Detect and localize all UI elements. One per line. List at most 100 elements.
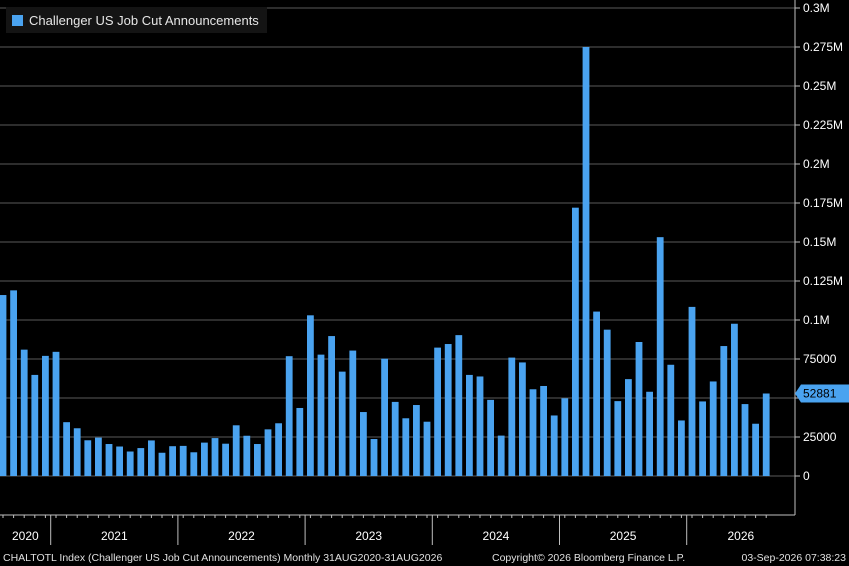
bar (211, 438, 219, 476)
bar (264, 429, 272, 476)
bar (232, 425, 240, 476)
x-year-label: 2021 (101, 529, 128, 543)
y-tick-label: 75000 (803, 352, 837, 366)
y-tick-label: 0.3M (803, 1, 830, 15)
legend-swatch (12, 14, 23, 26)
bar (338, 371, 346, 476)
y-tick-label: 0.1M (803, 313, 830, 327)
bar (487, 399, 494, 476)
x-year-label: 2023 (355, 529, 382, 543)
bar (731, 323, 738, 476)
last-value-label: 52881 (803, 387, 837, 401)
bar (455, 335, 463, 476)
bar (656, 237, 664, 476)
bar (95, 437, 102, 476)
bar (52, 351, 60, 476)
x-year-label: 2026 (727, 529, 754, 543)
bar (360, 412, 367, 476)
bar (275, 423, 282, 476)
bar (572, 207, 579, 476)
footer-copyright: Copyright© 2026 Bloomberg Finance L.P. (492, 551, 686, 564)
bar (126, 451, 134, 476)
y-tick-label: 0.275M (803, 40, 843, 54)
bar (434, 347, 441, 476)
footer-timestamp: 03-Sep-2026 07:38:23 (741, 551, 846, 564)
x-year-label: 2020 (12, 529, 39, 543)
bar (381, 358, 388, 476)
bar (296, 407, 304, 476)
bar (10, 290, 17, 476)
bar (328, 336, 335, 476)
y-tick-label: 25000 (803, 430, 837, 444)
gridlines (0, 7, 795, 477)
bar (614, 401, 622, 476)
last-value-badge: 52881 (795, 384, 849, 403)
bar (137, 448, 145, 476)
bar (466, 374, 473, 476)
legend: Challenger US Job Cut Announcements (6, 7, 267, 33)
bar (402, 418, 410, 476)
bar (561, 398, 569, 476)
y-tick-label: 0 (803, 469, 810, 483)
y-tick-label: 0.2M (803, 157, 830, 171)
x-year-label: 2025 (610, 529, 637, 543)
bar (582, 47, 590, 476)
bar (688, 306, 696, 476)
bar (625, 379, 632, 476)
bar (444, 344, 452, 476)
bar (699, 401, 706, 476)
bar (762, 393, 770, 476)
bar (105, 444, 113, 476)
bar (550, 415, 558, 476)
bar (540, 385, 547, 476)
bar (741, 404, 749, 476)
x-axis: 2020 2021 2022 2023 2024 2025 2026 (0, 514, 795, 545)
bar (593, 311, 600, 476)
y-tick-label: 0.15M (803, 235, 836, 249)
bar (709, 381, 717, 476)
y-tick-label: 0.25M (803, 79, 836, 93)
bar (413, 405, 420, 476)
y-tick-label: 0.125M (803, 274, 843, 288)
bar (0, 295, 7, 476)
bar (169, 446, 176, 476)
y-tick-label: 0.175M (803, 196, 843, 210)
x-year-label: 2022 (228, 529, 255, 543)
bar (476, 376, 484, 476)
bar (63, 422, 70, 476)
bar (307, 315, 314, 476)
bar (635, 341, 643, 476)
bar (497, 435, 505, 476)
bar (678, 420, 685, 476)
bar (116, 446, 123, 476)
bar (519, 362, 526, 476)
bar (179, 445, 187, 476)
bar (42, 355, 49, 476)
bar (349, 350, 357, 476)
bar (752, 423, 759, 476)
bar (31, 374, 39, 476)
bar (190, 452, 198, 476)
bar (20, 349, 28, 476)
bar (285, 356, 293, 476)
bar (370, 439, 378, 476)
bar (646, 391, 653, 476)
bar (148, 440, 155, 476)
bar (73, 428, 81, 476)
x-year-label: 2024 (483, 529, 510, 543)
y-axis: 0 25000 75000 0.1M 0.125M 0.15M 0.175M 0.2M 0.22… (794, 0, 849, 515)
bar (508, 357, 516, 476)
bar (603, 329, 611, 476)
bar (423, 421, 431, 476)
bar (720, 346, 728, 476)
bar (391, 401, 399, 476)
bar (84, 440, 92, 476)
last-value-badge-shape (795, 384, 849, 403)
bar (529, 389, 537, 476)
bar (201, 442, 208, 476)
y-tick-label: 0.225M (803, 118, 843, 132)
bar (254, 444, 261, 476)
bars (0, 47, 770, 476)
legend-label: Challenger US Job Cut Announcements (29, 12, 259, 28)
